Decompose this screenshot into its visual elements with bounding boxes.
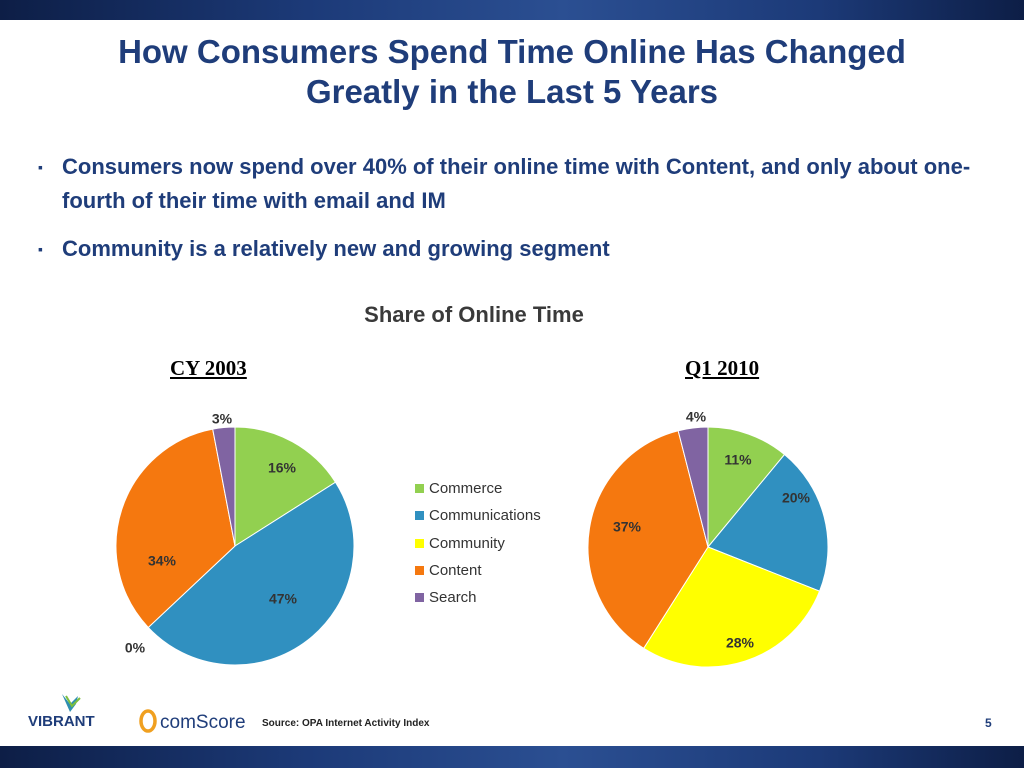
pie-data-label: 20% (782, 490, 811, 506)
title-line-2: Greatly in the Last 5 Years (305, 73, 719, 110)
pie-data-label: 34% (148, 553, 177, 569)
comscore-logo: comScore (139, 709, 246, 733)
pie-slice-search (212, 426, 236, 547)
pie-slice-commerce (707, 426, 786, 549)
legend-swatch (415, 538, 424, 548)
title-line-1: How Consumers Spend Time Online Has Chan… (118, 33, 906, 70)
bullet-list: ▪ Consumers now spend over 40% of their … (34, 150, 1004, 280)
pie-data-label: 37% (613, 519, 642, 535)
page-number: 5 (985, 716, 992, 730)
pie-slice-content (587, 430, 709, 650)
bottom-banner-bar (0, 746, 1024, 768)
vibrant-logo: VIBRANT (28, 694, 95, 730)
bullet-marker-icon: ▪ (38, 159, 43, 175)
bullet-item: ▪ Community is a relatively new and grow… (34, 232, 1004, 266)
bullet-marker-icon: ▪ (38, 241, 43, 257)
legend-label: Search (429, 589, 477, 607)
vibrant-wordmark: VIBRANT (28, 713, 95, 730)
pie-slice-communications (147, 481, 355, 666)
pie-data-label: 11% (724, 452, 752, 468)
pie-data-label: 3% (212, 411, 233, 427)
pie-slice-commerce (234, 426, 337, 547)
source-note: Source: OPA Internet Activity Index (262, 718, 430, 729)
pie-slice-communications (707, 453, 829, 592)
legend-label: Community (429, 534, 505, 552)
legend-item-commerce: Commerce (415, 475, 541, 502)
pie-data-label: 0% (125, 640, 146, 656)
slide-title: How Consumers Spend Time Online Has Chan… (0, 32, 1024, 112)
legend-label: Commerce (429, 480, 503, 498)
chart-legend: Commerce Communications Community Conten… (415, 475, 541, 611)
legend-swatch (415, 484, 424, 494)
legend-swatch (415, 566, 424, 576)
pie-slice-search (677, 426, 709, 548)
bullet-text: Community is a relatively new and growin… (62, 236, 610, 261)
pie-data-label: 28% (726, 635, 755, 651)
chart-title: Share of Online Time (364, 302, 584, 327)
bullet-item: ▪ Consumers now spend over 40% of their … (34, 150, 1004, 218)
legend-item-communications: Communications (415, 502, 541, 529)
bullet-text: Consumers now spend over 40% of their on… (62, 154, 971, 213)
top-banner-bar (0, 0, 1024, 20)
legend-label: Communications (429, 507, 541, 525)
pie-title-cy2003: CY 2003 (170, 356, 247, 380)
pie-slice-community (643, 546, 821, 668)
legend-swatch (415, 593, 424, 603)
legend-item-community: Community (415, 530, 541, 557)
pie-title-q12010: Q1 2010 (685, 356, 760, 380)
legend-label: Content (429, 562, 482, 580)
legend-swatch (415, 511, 424, 521)
legend-item-search: Search (415, 584, 541, 611)
pie-slice-content (115, 428, 236, 629)
pie-data-label: 16% (268, 460, 297, 476)
pie-data-label: 47% (269, 591, 298, 607)
pie-data-label: 4% (686, 409, 707, 425)
legend-item-content: Content (415, 557, 541, 584)
comscore-wordmark: comScore (160, 712, 246, 733)
